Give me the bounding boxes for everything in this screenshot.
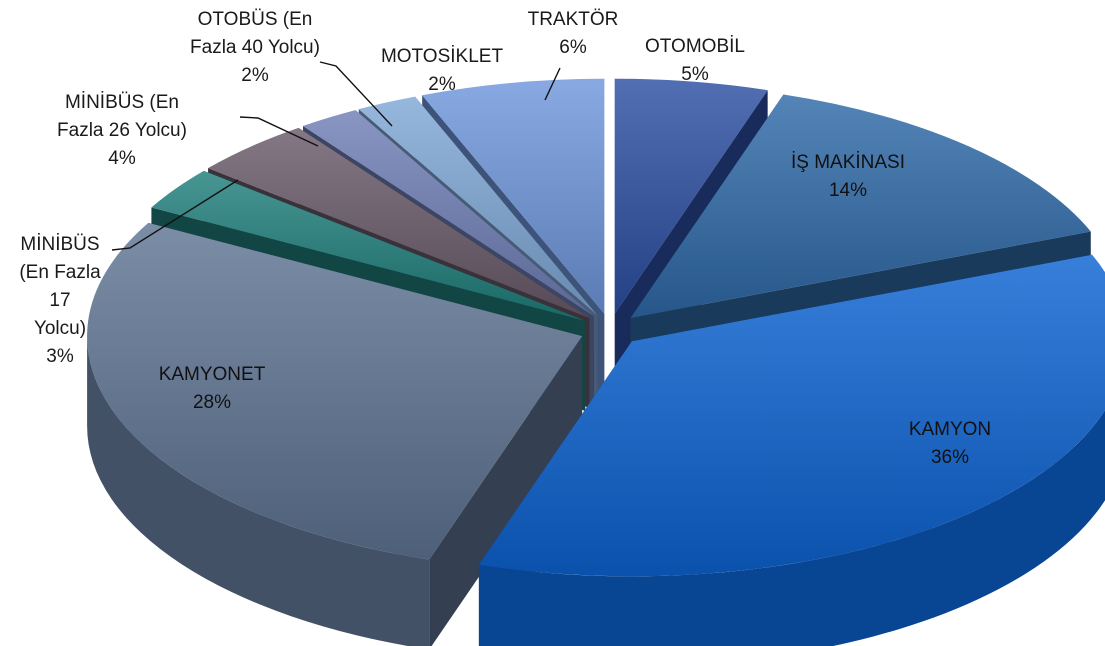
slice-side-3-rim-0: [87, 336, 430, 646]
slice-label-kamyon: KAMYON 36%: [909, 419, 991, 468]
slice-gloss-3: [87, 222, 583, 560]
slice-label-line: TRAKTÖR: [528, 9, 619, 30]
slice-percent: 6%: [559, 37, 587, 58]
slice-label-line: KAMYONET: [159, 364, 266, 385]
leader-lines: [111, 61, 561, 251]
slice-label-trakt-r: TRAKTÖR 6%: [528, 9, 619, 58]
leader-line-4: [111, 179, 239, 251]
slice-percent: 3%: [46, 346, 74, 367]
slice-gloss-2: [478, 254, 1105, 577]
slice-label-line: OTOMOBİL: [645, 36, 745, 57]
slice-label-motosi-klet: MOTOSİKLET 2%: [381, 46, 504, 95]
slice-label-mi-ni-b-s-en-fazla-17-yolcu: MİNİBÜS (En Fazla 17 Yolcu) 3%: [19, 234, 101, 367]
slice-label-line: İŞ MAKİNASI: [791, 152, 905, 173]
slice-percent: 4%: [108, 148, 136, 169]
slice-percent: 28%: [193, 392, 231, 413]
slice-label-line: (En Fazla: [19, 262, 101, 283]
slice-label-line: Yolcu): [34, 318, 86, 339]
slice-label-line: MİNİBÜS: [20, 234, 99, 255]
leader-line-6: [319, 61, 393, 127]
slice-gloss-1: [630, 94, 1091, 318]
leader-line-5: [239, 116, 319, 147]
slice-gloss-8: [422, 78, 605, 314]
slice-percent: 14%: [829, 180, 867, 201]
slice-label-otob-s-en-fazla-40-yolcu: OTOBÜS (En Fazla 40 Yolcu) 2%: [190, 9, 320, 86]
slice-percent: 2%: [428, 74, 456, 95]
slice-gloss-7: [358, 96, 598, 316]
slice-tops: [87, 78, 1105, 577]
slice-label-line: Fazla 40 Yolcu): [190, 37, 320, 58]
slice-label-i-maki-nasi: İŞ MAKİNASI 14%: [791, 152, 905, 201]
slice-label-line: Fazla 26 Yolcu): [57, 120, 187, 141]
slice-label-line: OTOBÜS (En: [198, 9, 313, 30]
slice-gloss-5: [208, 127, 590, 318]
leader-line-8: [544, 67, 561, 101]
slice-gloss-0: [614, 78, 768, 314]
slice-percent: 36%: [931, 447, 969, 468]
slice-gloss-4: [151, 170, 586, 321]
slice-label-mi-ni-b-s-en-fazla-26-yolcu: MİNİBÜS (En Fazla 26 Yolcu) 4%: [57, 92, 187, 169]
slice-label-line: MİNİBÜS (En: [65, 92, 179, 113]
slice-labels: OTOMOBİL 5% İŞ MAKİNASI 14% KAMYON 36% KAMYONE…: [19, 9, 991, 468]
slice-percent: 2%: [241, 65, 269, 86]
slice-side-2-rim-0: [478, 410, 1105, 646]
slice-label-line: MOTOSİKLET: [381, 46, 504, 67]
slice-label-line: KAMYON: [909, 419, 991, 440]
slice-label-kamyonet: KAMYONET 28%: [159, 364, 266, 413]
slice-label-line: 17: [49, 290, 70, 311]
slice-gloss-6: [302, 110, 594, 317]
slice-label-otomobi-l: OTOMOBİL 5%: [645, 36, 745, 85]
slice-percent: 5%: [681, 64, 709, 85]
